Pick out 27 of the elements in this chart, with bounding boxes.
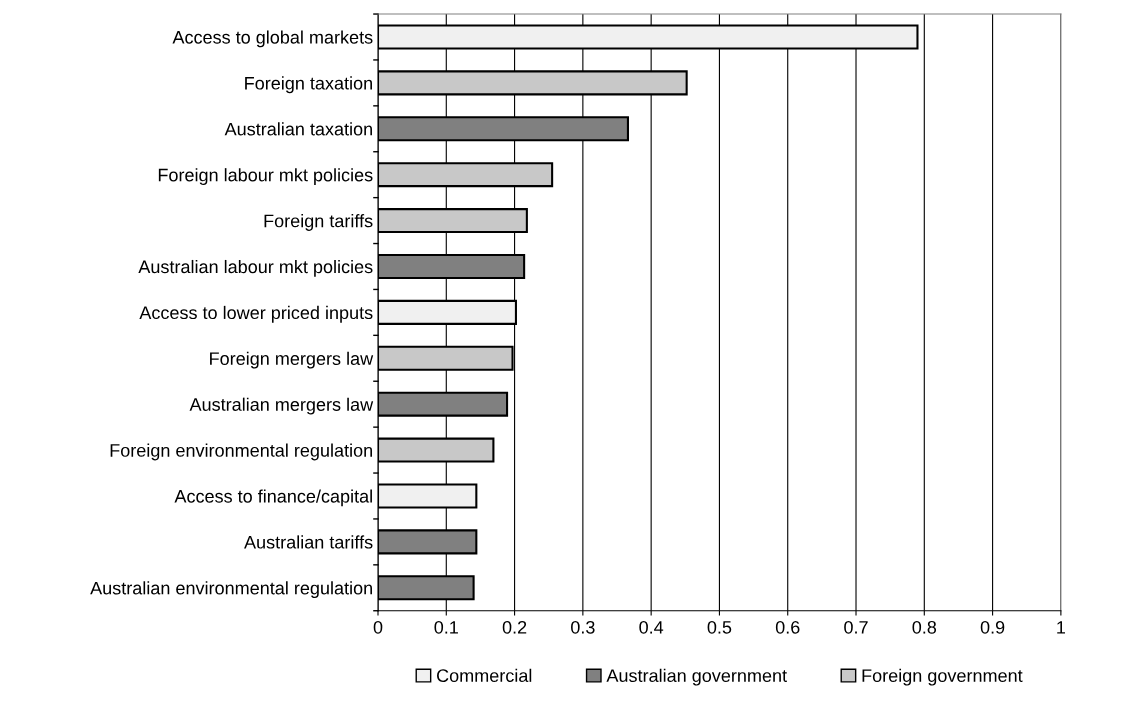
legend-label: Foreign government xyxy=(862,668,1023,686)
x-tick-label: 0.3 xyxy=(571,620,595,634)
y-tick-label: Foreign environmental regulation xyxy=(110,443,372,461)
x-tick-label: 0.8 xyxy=(912,620,937,634)
y-tick-label: Access to lower priced inputs xyxy=(139,305,373,323)
y-tick-label: Australian taxation xyxy=(224,122,372,136)
y-tick-label: Australian tariffs xyxy=(244,535,373,549)
x-tick-label: 0.6 xyxy=(775,620,800,634)
y-tick-label: Australian environmental regulation xyxy=(90,581,372,599)
y-tick-label: Access to global markets xyxy=(172,30,373,48)
x-tick-label: 0.9 xyxy=(980,620,1005,634)
x-tick-label: 0.2 xyxy=(502,620,527,634)
x-tick-label: 0.7 xyxy=(844,620,868,634)
y-tick-label: Foreign labour mkt policies xyxy=(158,168,373,185)
y-tick-label: Foreign tariffs xyxy=(264,214,373,231)
y-tick-label: Access to finance/capital xyxy=(174,489,372,507)
y-tick-label: Foreign mergers law xyxy=(210,351,374,369)
y-tick-label: Foreign taxation xyxy=(245,76,372,94)
x-tick-label: 1 xyxy=(1057,621,1066,634)
legend-label: Commercial xyxy=(437,668,532,683)
x-tick-label: 0 xyxy=(373,620,383,634)
legend-label: Australian government xyxy=(606,668,787,686)
y-tick-label: Australian mergers law xyxy=(189,397,374,415)
x-tick-label: 0.5 xyxy=(707,620,732,634)
y-tick-label: Australian labour mkt policies xyxy=(138,259,373,277)
x-tick-label: 0.1 xyxy=(434,620,458,634)
x-tick-label: 0.4 xyxy=(639,620,664,634)
